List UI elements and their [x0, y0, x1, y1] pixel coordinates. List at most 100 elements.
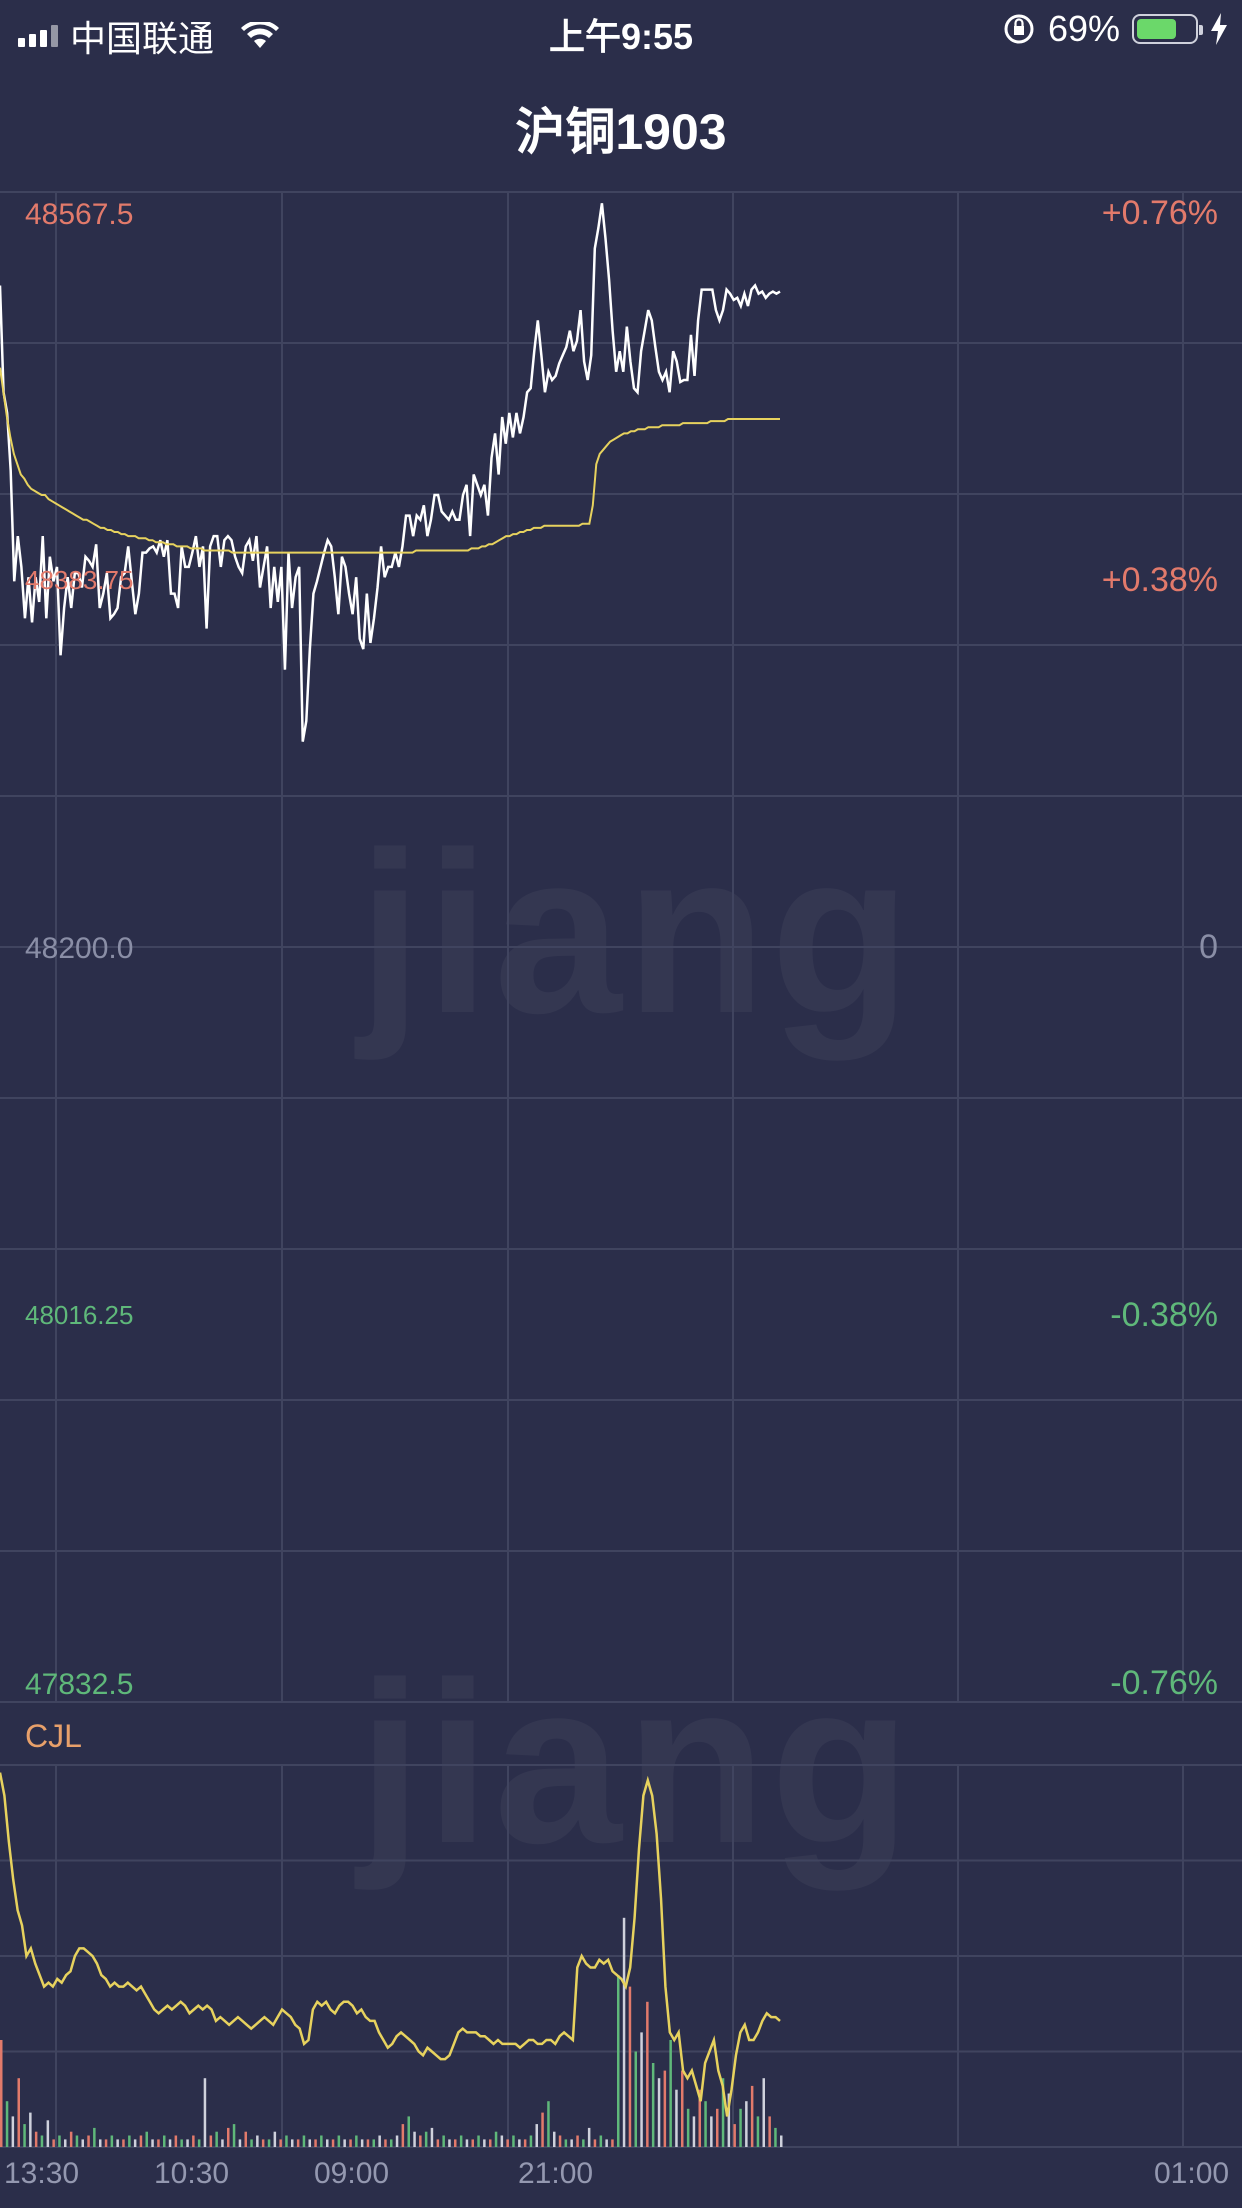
volume-bar [215, 2131, 218, 2147]
volume-bar [186, 2139, 189, 2147]
volume-bar [716, 2108, 719, 2147]
volume-bar [133, 2139, 137, 2147]
volume-bar [326, 2139, 329, 2147]
volume-bar [192, 2135, 195, 2147]
volume-bar [46, 2120, 50, 2147]
volume-bar [692, 2116, 696, 2147]
volume-bar [203, 2078, 207, 2147]
carrier-name: 中国联通 [70, 18, 215, 59]
wifi-icon [241, 22, 280, 48]
volume-bar [780, 2135, 783, 2147]
volume-bar [465, 2139, 469, 2147]
volume-bar [523, 2139, 527, 2147]
volume-bar [419, 2135, 422, 2147]
volume-bar [238, 2139, 242, 2147]
volume-bar [774, 2127, 777, 2147]
volume-bar [314, 2139, 317, 2147]
volume-bar [366, 2139, 370, 2147]
volume-bar [628, 1986, 632, 2147]
volume-bar [733, 2124, 736, 2147]
volume-bar [681, 2070, 684, 2147]
volume-bar [308, 2139, 311, 2147]
volume-title: CJL [25, 1718, 82, 1754]
volume-bar [11, 2116, 15, 2147]
volume-bar [104, 2139, 108, 2147]
volume-bar [349, 2139, 352, 2147]
volume-bar [285, 2135, 288, 2147]
price-label-top: 48567.5 [25, 198, 134, 231]
volume-bar [151, 2139, 154, 2147]
volume-bar [494, 2131, 498, 2147]
volume-bar [611, 2139, 614, 2147]
volume-bar [424, 2131, 428, 2147]
time-tick-label: 09:00 [314, 2157, 390, 2190]
volume-bar [663, 2070, 667, 2147]
status-right: 69% [1002, 8, 1228, 50]
volume-bar [721, 2078, 725, 2147]
volume-bar [64, 2139, 67, 2147]
volume-bar [605, 2139, 608, 2147]
price-line [0, 203, 781, 742]
pct-label-bottom: -0.76% [1110, 1664, 1218, 1702]
volume-bar [675, 2089, 678, 2147]
volume-bar [750, 2085, 754, 2147]
chart-area: jiang jiang 48567.5 48383.75 48200.0 480… [0, 190, 1242, 2150]
volume-bar [401, 2124, 405, 2147]
volume-bar [331, 2139, 335, 2147]
volume-bar [355, 2135, 358, 2147]
volume-bar [384, 2139, 387, 2147]
volume-bar [593, 2139, 597, 2147]
volume-bar [279, 2139, 282, 2147]
volume-bar [576, 2135, 579, 2147]
volume-bar [582, 2139, 585, 2147]
volume-bar [69, 2131, 73, 2147]
battery-level-fill [1137, 19, 1176, 39]
status-bar: 中国联通 上午9:55 69% [0, 0, 1242, 62]
volume-bar [529, 2135, 533, 2147]
time-tick-label: 10:30 [154, 2157, 230, 2190]
volume-bar [762, 2078, 765, 2147]
volume-bar [553, 2131, 556, 2147]
volume-bar [436, 2139, 440, 2147]
volume-bar [459, 2135, 463, 2147]
volume-bar [174, 2135, 178, 2147]
volume-bar [23, 2124, 26, 2147]
volume-bar [500, 2135, 504, 2147]
price-label-lower: 48016.25 [25, 1300, 134, 1330]
volume-bar [739, 2108, 742, 2147]
volume-bar [250, 2139, 253, 2147]
cellular-signal-icon [18, 25, 58, 47]
volume-bar [471, 2139, 474, 2147]
volume-bar [52, 2139, 55, 2147]
volume-bar [564, 2139, 568, 2147]
volume-bar [442, 2135, 445, 2147]
orientation-lock-icon [1004, 14, 1034, 44]
volume-bar [477, 2135, 480, 2147]
volume-bar [669, 2040, 672, 2147]
volume-bar [116, 2139, 119, 2147]
volume-bar [541, 2112, 544, 2147]
volume-bar [407, 2116, 410, 2147]
volume-bar [261, 2139, 265, 2147]
status-time: 上午9:55 [548, 16, 694, 57]
volume-bar [168, 2139, 172, 2147]
volume-bar [227, 2127, 230, 2147]
volume-bar [273, 2131, 277, 2147]
volume-bar [157, 2139, 160, 2147]
pct-label-upper: +0.38% [1101, 561, 1218, 599]
volume-bar [646, 2001, 649, 2147]
volume-bar [139, 2135, 143, 2147]
volume-bar [232, 2124, 236, 2147]
volume-bar [87, 2135, 90, 2147]
price-label-bottom: 47832.5 [25, 1668, 134, 1701]
volume-bar [291, 2139, 294, 2147]
volume-bar [768, 2116, 771, 2147]
volume-bar [58, 2135, 61, 2147]
volume-bar [599, 2135, 603, 2147]
chart-svg[interactable] [0, 190, 1242, 2150]
volume-bar [320, 2135, 323, 2147]
volume-bar [390, 2139, 393, 2147]
volume-bar [483, 2139, 486, 2147]
volume-bar [244, 2131, 247, 2147]
volume-bar [704, 2101, 707, 2147]
